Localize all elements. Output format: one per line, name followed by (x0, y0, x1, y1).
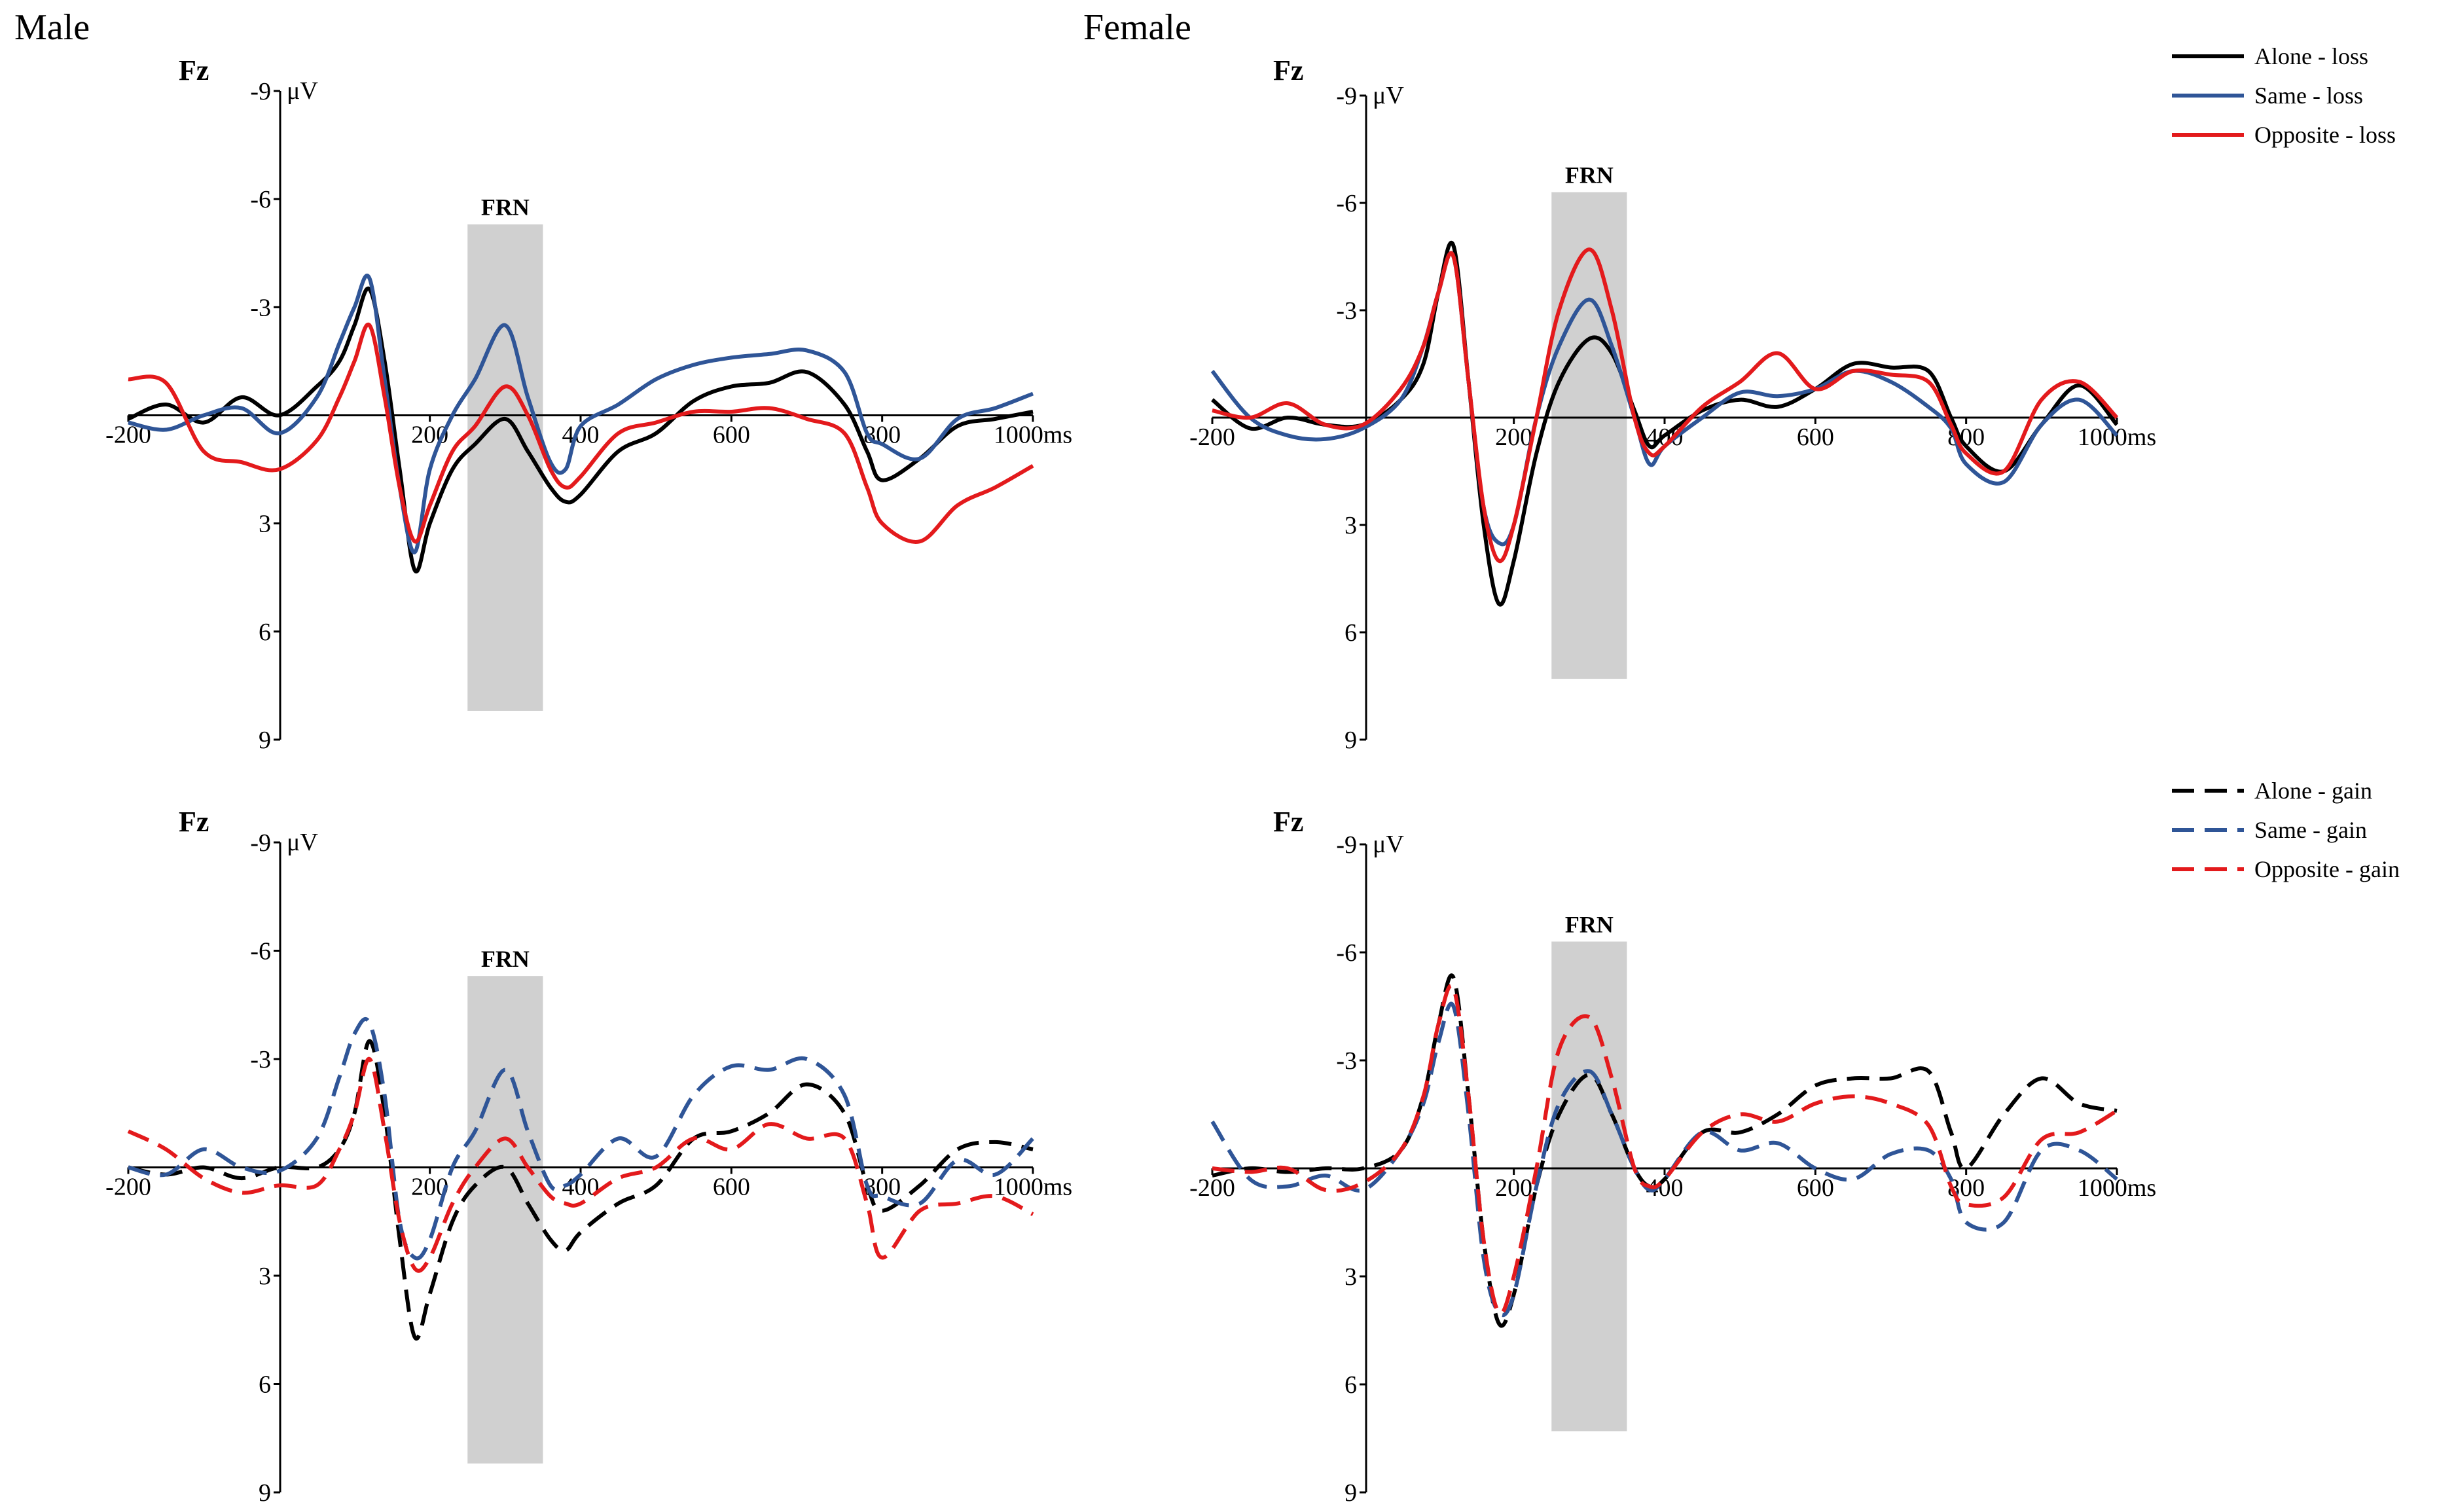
y-tick-label: 6 (1345, 619, 1357, 647)
y-tick-label: -6 (250, 938, 271, 965)
y-tick-label: 6 (259, 1371, 271, 1399)
x-tick-label: 1000ms (2078, 423, 2156, 451)
y-tick-label: -9 (250, 78, 271, 105)
x-tick-label: -200 (1189, 1174, 1235, 1202)
heading-male: Male (14, 7, 90, 48)
x-tick-label: 600 (1797, 1174, 1834, 1202)
frn-window (1551, 192, 1627, 679)
series-line-opposite-gain (1212, 984, 2118, 1316)
frn-label: FRN (1565, 162, 1614, 189)
legend-label: Same - gain (2254, 817, 2367, 843)
y-tick-label: -3 (250, 294, 271, 321)
heading-female: Female (1083, 7, 1191, 48)
x-tick-label: -200 (1189, 423, 1235, 451)
electrode-label: Fz (179, 806, 209, 838)
y-tick-label: 3 (1345, 1263, 1357, 1291)
y-tick-label: 6 (1345, 1371, 1357, 1399)
x-tick-label: 1000ms (994, 422, 1072, 449)
y-tick-label: -6 (1336, 190, 1357, 217)
x-tick-label: 200 (1495, 1174, 1532, 1202)
series-line-alone-gain (128, 1039, 1034, 1341)
y-unit-label: μV (287, 829, 318, 856)
legend-loss: Alone - loss Same - loss Opposite - loss (2172, 43, 2396, 148)
x-tick-label: 600 (713, 1174, 750, 1201)
frn-label: FRN (1565, 912, 1614, 938)
y-tick-label: -3 (1336, 297, 1357, 325)
x-tick-label: 400 (562, 1174, 600, 1201)
legend-label: Same - loss (2254, 82, 2363, 109)
y-tick-label: -9 (1336, 831, 1357, 859)
series-line-same-loss (128, 274, 1034, 554)
frn-window (467, 224, 543, 711)
y-tick-label: 9 (259, 1479, 271, 1507)
legend-gain: Alone - gain Same - gain Opposite - gain (2172, 778, 2400, 882)
series-line-alone-gain (1212, 973, 2118, 1328)
legend-label: Opposite - loss (2254, 122, 2396, 148)
legend-label: Alone - loss (2254, 43, 2368, 69)
y-tick-label: 3 (1345, 512, 1357, 539)
y-tick-label: -9 (1336, 82, 1357, 110)
y-tick-label: -9 (250, 829, 271, 857)
y-tick-label: -6 (250, 186, 271, 213)
y-tick-label: 9 (1345, 1479, 1357, 1507)
electrode-label: Fz (1273, 54, 1303, 86)
electrode-label: Fz (179, 54, 209, 86)
frn-window (1551, 941, 1627, 1431)
legend-label: Alone - gain (2254, 778, 2372, 804)
y-unit-label: μV (1373, 82, 1404, 109)
y-tick-label: -3 (1336, 1047, 1357, 1075)
x-tick-label: -200 (105, 1174, 151, 1201)
y-tick-label: -6 (1336, 939, 1357, 967)
frn-label: FRN (481, 946, 530, 972)
x-tick-label: 1000ms (994, 1174, 1072, 1201)
y-tick-label: -3 (250, 1046, 271, 1073)
series-line-opposite-loss (128, 322, 1034, 544)
y-tick-label: 6 (259, 619, 271, 646)
x-tick-label: 600 (1797, 423, 1834, 451)
series-line-opposite-gain (127, 1056, 1034, 1273)
y-tick-label: 3 (259, 511, 271, 538)
y-unit-label: μV (1373, 831, 1404, 858)
legend-label: Opposite - gain (2254, 856, 2400, 882)
y-tick-label: 9 (1345, 727, 1357, 754)
y-unit-label: μV (287, 77, 318, 105)
series-line-same-gain (128, 1017, 1035, 1261)
y-tick-label: 3 (259, 1263, 271, 1290)
frn-window (467, 976, 543, 1464)
y-tick-label: 9 (259, 727, 271, 754)
series-line-alone-loss (1211, 241, 2119, 607)
x-tick-label: 200 (1495, 423, 1532, 451)
frn-label: FRN (481, 194, 530, 221)
x-tick-label: 600 (713, 422, 750, 449)
electrode-label: Fz (1273, 806, 1303, 838)
series-line-opposite-loss (1212, 247, 2119, 564)
